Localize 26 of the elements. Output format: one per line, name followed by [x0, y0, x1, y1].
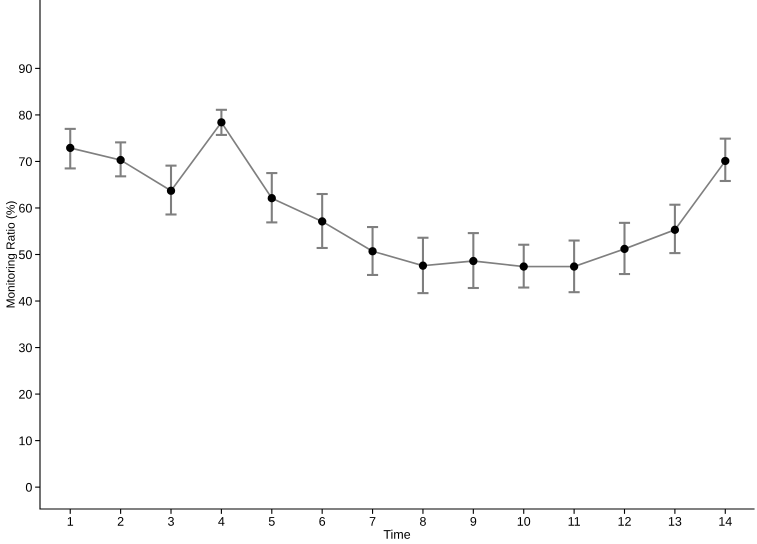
y-tick-label: 70: [19, 157, 32, 166]
x-tick-label: 1: [68, 517, 74, 526]
y-tick-label: 30: [18, 343, 32, 352]
x-tick-label: 6: [319, 516, 326, 526]
x-tick-label: 11: [568, 517, 580, 526]
y-tick-label: 90: [19, 64, 32, 74]
x-tick-label: 2: [118, 516, 124, 526]
x-tick-label: 3: [168, 516, 174, 526]
x-tick-label: 4: [218, 517, 225, 526]
y-tick-label: 80: [19, 110, 32, 120]
y-tick-label: 50: [18, 250, 32, 260]
x-tick-label: 7: [370, 517, 376, 526]
y-tick-label: 20: [19, 390, 32, 399]
x-tick-label: 9: [470, 516, 476, 526]
y-tick-label: 60: [19, 204, 32, 213]
y-axis-title: Monitoring Ratio (%): [6, 201, 18, 308]
y-tick-label: 10: [19, 436, 32, 446]
x-tick-label: 8: [420, 516, 426, 526]
x-tick-label: 5: [268, 517, 275, 526]
y-tick-label: 40: [18, 296, 32, 306]
x-tick-label: 13: [668, 516, 682, 526]
x-tick-label: 12: [618, 516, 631, 526]
x-axis-title: Time: [384, 530, 410, 539]
x-tick-label: 14: [719, 517, 732, 526]
y-tick-label: 0: [26, 482, 32, 492]
x-tick-label: 10: [518, 516, 530, 526]
